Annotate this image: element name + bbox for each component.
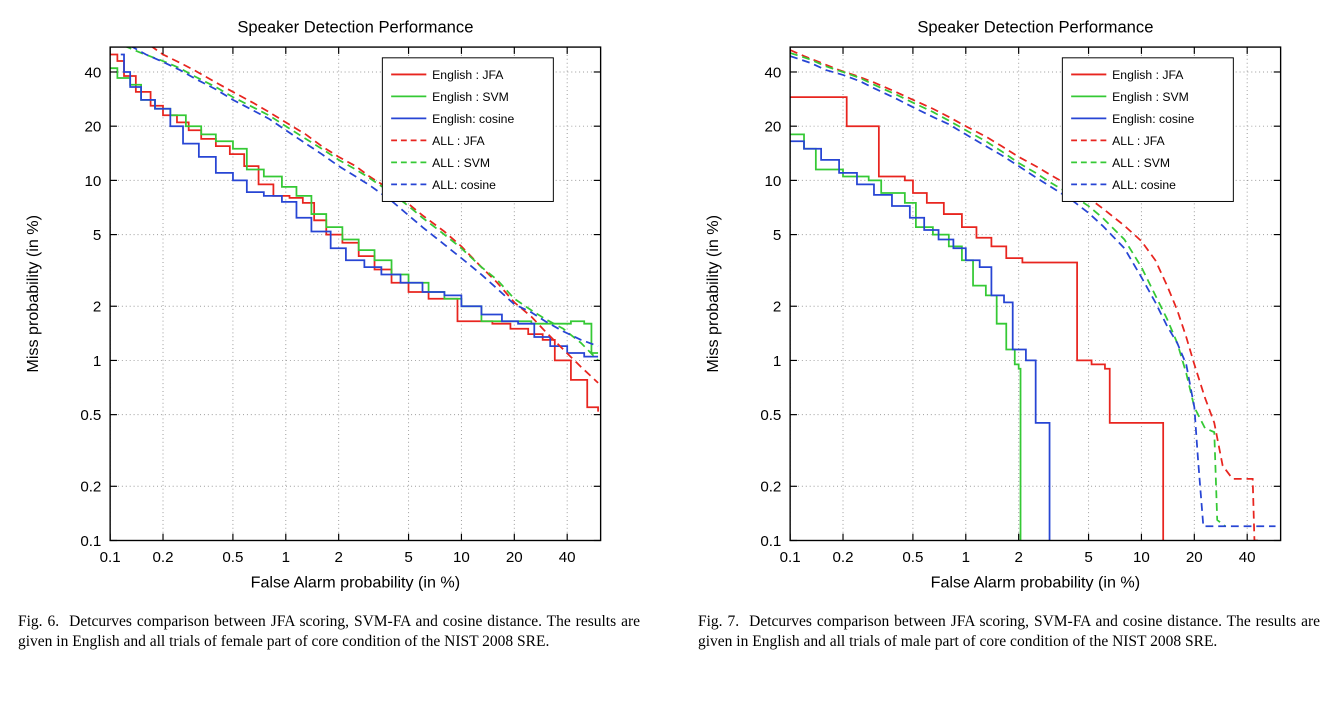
tick-labels: 0.10.1 0.2 0.2 0.5 0.5 1 1 2 2 5 5 10 10 20 20 40 40 [80,64,575,566]
svg-text:10: 10 [765,173,782,190]
legend-box [1061,57,1234,202]
chart-title: Speaker Detection Performance [917,17,1153,36]
svg-text:5: 5 [1084,549,1092,566]
svg-text:1: 1 [962,549,970,566]
y-axis-label: Miss probability (in %) [24,215,42,373]
caption-text: Detcurves comparison between JFA scoring… [18,613,640,650]
svg-text:0.1: 0.1 [760,533,781,550]
legend-label: ALL : SVM [1112,156,1170,170]
x-axis-label: False Alarm probability (in %) [251,573,461,591]
legend-box [381,57,554,202]
det-curve-chart-female: 0.10.1 0.2 0.2 0.5 0.5 1 1 2 2 5 5 10 10 20 20 40 40 Spea… [24,17,602,591]
svg-text:20: 20 [85,119,102,136]
svg-text:2: 2 [93,299,101,316]
svg-text:0.5: 0.5 [760,407,781,424]
svg-text:20: 20 [506,549,523,566]
figure-det-male: 0.1 0.1 0.2 0.2 0.5 0.5 1 1 2 2 5 5 10 10 20 20 40 40 Spea… [696,8,1322,652]
svg-text:20: 20 [765,119,782,136]
caption-label: Fig. 6. [18,613,60,630]
plot-border [109,46,602,542]
svg-text:2: 2 [1014,549,1022,566]
svg-text:1: 1 [282,549,290,566]
svg-text:10: 10 [85,173,102,190]
series-line [790,133,1022,541]
figure-det-female: 0.1 0.1 0.2 0.2 0.5 0.5 1 1 2 2 5 5 10 10 20 20 40 40 Spea… [16,8,642,652]
svg-text:2: 2 [773,299,781,316]
svg-text:40: 40 [765,64,782,81]
series-line [120,53,599,358]
series-line [790,49,1258,541]
series-line [124,47,599,362]
svg-text:0.2: 0.2 [760,479,781,496]
series-line [790,140,1051,541]
legend-label: English : JFA [1112,68,1184,82]
svg-text:1: 1 [93,353,101,370]
legend-label: ALL : JFA [432,134,485,148]
series-line [151,47,599,384]
legend-label: ALL : SVM [432,156,490,170]
svg-text:10: 10 [1133,549,1150,566]
legend-label: English: cosine [432,112,514,126]
svg-text:10: 10 [453,549,470,566]
svg-text:5: 5 [404,549,412,566]
svg-text:5: 5 [93,227,101,244]
series-line [790,52,1226,527]
figures-row: 0.1 0.1 0.2 0.2 0.5 0.5 1 1 2 2 5 5 10 10 20 20 40 40 Spea… [16,8,1322,652]
svg-text:0.2: 0.2 [153,549,174,566]
x-axis-label: False Alarm probability (in %) [931,573,1141,591]
legend-label: ALL: cosine [1112,178,1176,192]
svg-text:0.2: 0.2 [833,549,854,566]
svg-text:40: 40 [1239,549,1256,566]
svg-text:2: 2 [334,549,342,566]
det-curve-chart-male: 0.10.1 0.2 0.2 0.5 0.5 1 1 2 2 5 5 10 10 20 20 40 40 Spea… [704,17,1282,591]
svg-text:0.1: 0.1 [80,533,101,550]
figure-caption: Fig. 6. Detcurves comparison between JFA … [18,612,640,652]
svg-text:0.2: 0.2 [80,479,101,496]
svg-text:40: 40 [85,64,102,81]
figure-caption: Fig. 7. Detcurves comparison between JFA … [698,612,1320,652]
caption-text: Detcurves comparison between JFA scoring… [698,613,1320,650]
svg-text:0.5: 0.5 [902,549,923,566]
svg-text:20: 20 [1186,549,1203,566]
tick-labels: 0.10.1 0.2 0.2 0.5 0.5 1 1 2 2 5 5 10 10 20 20 40 40 [760,64,1255,566]
legend-label: English : SVM [1112,90,1189,104]
svg-text:0.1: 0.1 [780,549,801,566]
tick-marks [109,47,601,542]
y-axis-label: Miss probability (in %) [704,215,722,373]
svg-text:5: 5 [773,227,781,244]
series-line [790,96,1165,541]
svg-text:0.1: 0.1 [100,549,121,566]
svg-text:1: 1 [773,353,781,370]
svg-text:0.5: 0.5 [222,549,243,566]
tick-marks [789,47,1281,542]
legend-label: English : JFA [432,68,504,82]
legend-label: ALL: cosine [432,178,496,192]
plot-border [789,46,1282,542]
caption-label: Fig. 7. [698,613,740,630]
legend-label: ALL : JFA [1112,134,1165,148]
legend-label: English: cosine [1112,112,1194,126]
legend-label: English : SVM [432,90,509,104]
series-line [130,47,599,347]
svg-text:0.5: 0.5 [80,407,101,424]
series-line [790,55,1276,528]
chart-title: Speaker Detection Performance [237,17,473,36]
svg-text:40: 40 [559,549,576,566]
